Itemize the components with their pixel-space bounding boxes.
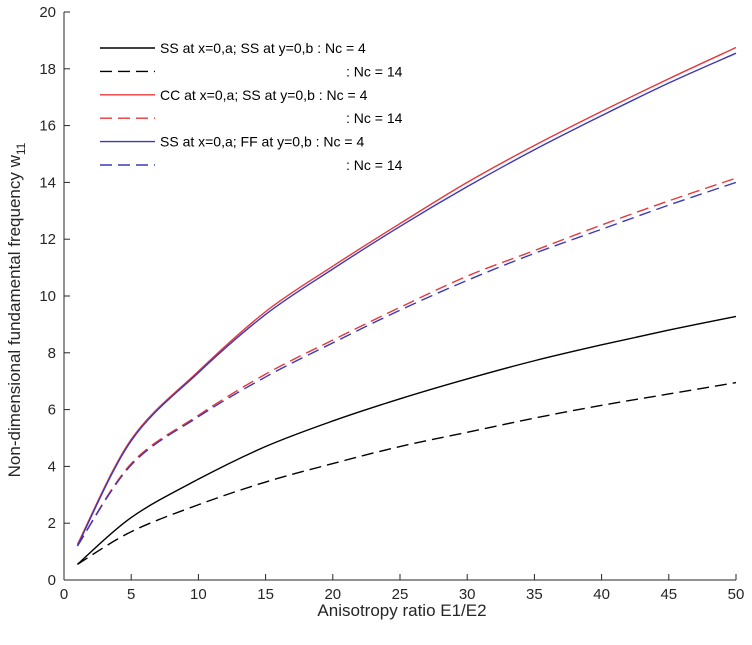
y-axis-title-subscript: 11 [14,142,28,155]
y-tick-label: 10 [39,288,56,305]
x-tick-label: 30 [459,586,476,603]
x-tick-label: 15 [257,586,274,603]
x-tick-label: 50 [728,586,745,603]
y-tick-label: 4 [48,458,56,475]
y-tick-label: 16 [39,118,56,135]
y-axis-title-main: Non-dimensional fundamental frequency w [5,154,24,477]
legend-label-5: SS at x=0,a; FF at y=0,b : Nc = 4 [160,134,364,150]
legend: SS at x=0,a; SS at y=0,b : Nc = 4 : Nc = … [100,40,403,173]
series-line-3 [76,46,737,545]
legend-label-1: SS at x=0,a; SS at y=0,b : Nc = 4 [160,40,366,56]
y-tick-label: 6 [48,402,56,419]
series-line-2 [77,381,737,565]
series-line-1 [76,315,737,565]
y-tick-label: 0 [48,572,56,589]
x-tick-label: 25 [392,586,409,603]
x-tick-label: 45 [660,586,677,603]
legend-label-3: CC at x=0,a; SS at y=0,b : Nc = 4 [160,87,368,103]
y-tick-label: 2 [48,515,56,532]
x-tick-label: 10 [190,586,207,603]
axis-ticks: 0 5 10 15 20 25 30 35 40 45 50 0 2 4 6 8 10 12 14 16 18 20 [39,4,744,603]
series-lines [76,46,737,565]
series-line-5 [76,52,737,547]
x-axis-title: Anisotropy ratio E1/E2 [317,601,486,620]
x-tick-label: 20 [324,586,341,603]
legend-label-6: : Nc = 14 [346,157,403,173]
series-line-6 [76,181,737,547]
y-tick-label: 12 [39,231,56,248]
y-axis-title: Non-dimensional fundamental frequency w1… [5,142,28,477]
legend-label-4: : Nc = 14 [346,110,403,126]
y-tick-label: 14 [39,174,56,191]
series-line-4 [76,177,737,547]
x-tick-label: 40 [593,586,610,603]
x-tick-label: 5 [127,586,135,603]
legend-label-2: : Nc = 14 [346,63,403,79]
x-tick-label: 35 [526,586,543,603]
y-tick-label: 18 [39,61,56,78]
y-tick-label: 8 [48,345,56,362]
y-tick-label: 20 [39,4,56,21]
x-tick-label: 0 [60,586,68,603]
